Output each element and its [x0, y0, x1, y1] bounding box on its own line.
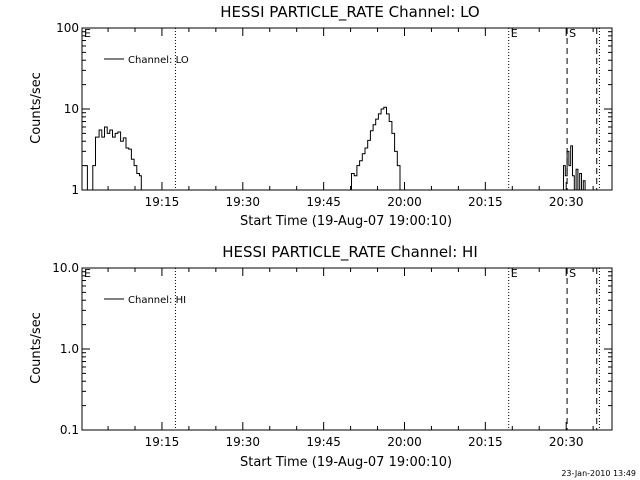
x-axis-label: Start Time (19-Aug-07 19:00:10) — [240, 455, 452, 470]
x-tick-label: 19:15 — [145, 435, 180, 449]
series-line — [84, 126, 142, 190]
chart-hi: HESSI PARTICLE_RATE Channel: HI Start Ti… — [29, 243, 613, 470]
legend-label: Channel: HI — [128, 295, 186, 306]
event-marker-label: E — [511, 267, 518, 280]
y-axis-label: Counts/sec — [29, 72, 44, 144]
y-tick-label: 100 — [56, 21, 79, 35]
chart-title: HESSI PARTICLE_RATE Channel: LO — [220, 3, 479, 22]
x-tick-label: 19:45 — [306, 435, 341, 449]
plot-frame — [81, 27, 613, 191]
y-tick-label: 1 — [71, 183, 79, 197]
y-axis-label: Counts/sec — [29, 312, 44, 384]
x-axis-label: Start Time (19-Aug-07 19:00:10) — [240, 214, 452, 229]
y-tick-label: 10 — [64, 102, 79, 116]
plot-frame — [81, 267, 613, 431]
series-line — [561, 145, 586, 190]
legend-label: Channel: LO — [128, 55, 189, 66]
y-tick-label: 0.1 — [60, 423, 79, 437]
event-marker-label: E — [84, 27, 91, 40]
event-marker-label: S — [569, 27, 576, 40]
x-tick-label: 20:00 — [387, 435, 422, 449]
event-marker-label: E — [84, 267, 91, 280]
x-tick-label: 19:15 — [145, 195, 180, 209]
timestamp: 23-Jan-2010 13:49 — [561, 469, 636, 478]
y-tick-label: 10.0 — [52, 261, 79, 275]
event-marker-label: E — [511, 27, 518, 40]
x-tick-label: 20:15 — [468, 195, 503, 209]
x-tick-label: 20:30 — [549, 435, 584, 449]
x-tick-label: 20:30 — [549, 195, 584, 209]
x-tick-label: 19:45 — [306, 195, 341, 209]
chart-title: HESSI PARTICLE_RATE Channel: HI — [222, 243, 478, 262]
y-tick-label: 1.0 — [60, 342, 79, 356]
x-tick-label: 19:30 — [225, 195, 260, 209]
event-marker-label: S — [569, 267, 576, 280]
series-line — [349, 106, 401, 190]
chart-lo: HESSI PARTICLE_RATE Channel: LO Start Ti… — [29, 3, 613, 229]
x-tick-label: 20:15 — [468, 435, 503, 449]
x-tick-label: 20:00 — [387, 195, 422, 209]
x-tick-label: 19:30 — [225, 435, 260, 449]
